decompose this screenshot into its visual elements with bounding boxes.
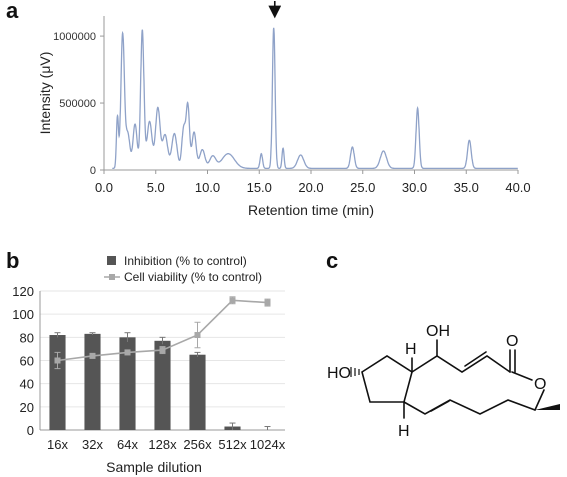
inhibition-bar [84, 333, 101, 430]
inhibition-bar [119, 337, 136, 430]
viability-point [264, 299, 271, 306]
inhibition-bar [49, 335, 66, 430]
inhibition-bars [49, 332, 271, 430]
chromatogram-x-tick-label: 15.0 [247, 180, 272, 195]
viability-point [124, 349, 131, 356]
chemical-structure: HO H H OH O O [327, 323, 560, 440]
viability-point [229, 297, 236, 304]
legend-swatch-inhibition [107, 256, 116, 265]
chromatogram-y-tick-label: 500000 [59, 98, 96, 110]
viability-point [54, 357, 61, 364]
chromatogram-x-tick-label: 20.0 [298, 180, 323, 195]
chromatogram-y-tick-label: 1000000 [53, 31, 96, 43]
legend-label-viability: Cell viability (% to control) [124, 270, 262, 284]
bar-chart-y-tick-label: 80 [20, 330, 34, 345]
chromatogram-y-tick-label: 0 [90, 165, 96, 177]
chromatogram-x-tick-label: 5.0 [147, 180, 165, 195]
chromatogram-x-label: Retention time (min) [248, 202, 374, 218]
alkene-double-bond-upper [464, 351, 487, 367]
bar-chart-legend: Inhibition (% to control) Cell viability… [104, 254, 262, 284]
panel-c-letter: c [326, 248, 338, 273]
hydroxyl-top-label: OH [426, 323, 450, 340]
macrocycle-upper-chain [411, 355, 511, 373]
hydrogen-bottom-label: H [398, 423, 410, 440]
inhibition-bar [154, 340, 171, 430]
panel-b-letter: b [6, 248, 19, 273]
panel-c: c HO H H OH O [326, 248, 560, 440]
legend-label-inhibition: Inhibition (% to control) [124, 254, 247, 268]
bar-chart-y-tick-label: 0 [27, 423, 34, 438]
bar-chart-x-tick-label: 32x [82, 437, 103, 452]
bar-chart-y-tick-label: 60 [20, 354, 34, 369]
viability-series [54, 296, 271, 370]
ester-carbon-bond [534, 389, 545, 411]
ester-bond [511, 371, 533, 381]
bar-chart-y-tick-label: 120 [12, 284, 34, 299]
chromatogram-x-tick-label: 10.0 [195, 180, 220, 195]
bar-chart-x-tick-label: 512x [218, 437, 247, 452]
bar-chart-x-tick-label: 128x [148, 437, 177, 452]
hashed-bond-ho [350, 367, 360, 377]
panel-a: a 0 500000 1000000 0.0 5.0 10.0 15.0 20.0 25.0 3… [6, 0, 531, 218]
bar-chart-x-tick-label: 16x [47, 437, 68, 452]
chromatogram-x-tick-label: 30.0 [402, 180, 427, 195]
hydroxyl-left-label: HO [327, 365, 351, 382]
alkene-double-bond-lower [430, 400, 450, 412]
hydrogen-top-label: H [405, 341, 417, 358]
bar-chart-y-tick-label: 20 [20, 400, 34, 415]
carbonyl-oxygen-label: O [506, 333, 518, 350]
panel-b: b Inhibition (% to control) Cell viabili… [6, 248, 286, 475]
inhibition-bar [189, 354, 206, 430]
bar-chart-x-tick-label: 1024x [250, 437, 286, 452]
macrocycle-lower-chain [403, 399, 536, 415]
chromatogram-trace [112, 27, 518, 170]
panel-a-letter: a [6, 0, 19, 23]
chromatogram-x-tick-label: 0.0 [95, 180, 113, 195]
bar-chart-x-label: Sample dilution [106, 459, 202, 475]
methyl-wedge-bond [535, 404, 560, 410]
chromatogram-x-tick-label: 40.0 [505, 180, 530, 195]
bar-chart-x-ticks: 16x 32x 64x 128x 256x 512x 1024x [47, 437, 286, 452]
bar-chart-x-tick-label: 256x [183, 437, 212, 452]
chromatogram-x-tick-label: 35.0 [454, 180, 479, 195]
viability-point [89, 352, 96, 359]
viability-point [159, 347, 166, 354]
viability-point [194, 332, 201, 339]
bar-chart-y-tick-label: 40 [20, 377, 34, 392]
chromatogram-x-ticks: 0.0 5.0 10.0 15.0 20.0 25.0 30.0 35.0 40.0 [95, 170, 531, 195]
bar-chart-x-tick-label: 64x [117, 437, 138, 452]
chromatogram-y-label: Intensity (μV) [37, 52, 53, 135]
chromatogram-y-ticks: 0 500000 1000000 [53, 31, 104, 177]
chromatogram-x-tick-label: 25.0 [350, 180, 375, 195]
legend-marker-viability [109, 274, 115, 280]
bar-chart-y-ticks: 0 20 40 60 80 100 120 [12, 284, 34, 438]
bar-chart-y-tick-label: 100 [12, 307, 34, 322]
ring-oxygen-label: O [534, 376, 546, 393]
cyclopentane-ring [361, 355, 413, 403]
